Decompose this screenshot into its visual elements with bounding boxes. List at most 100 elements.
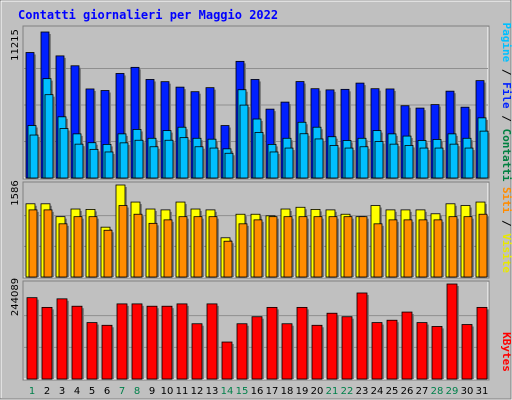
bar-siti bbox=[478, 213, 488, 278]
bar-siti bbox=[208, 216, 218, 278]
legend-middle: Siti / Visite bbox=[500, 187, 512, 273]
bar-pagine bbox=[29, 134, 39, 179]
bar-siti bbox=[28, 209, 38, 278]
legend-siti: Siti bbox=[500, 187, 512, 214]
bar-siti bbox=[448, 216, 458, 278]
bar-siti bbox=[283, 216, 293, 278]
bar-kbytes bbox=[476, 306, 488, 380]
bar-kbytes bbox=[236, 323, 248, 380]
bar-pagine bbox=[164, 139, 174, 179]
x-tick-label: 18 bbox=[281, 386, 294, 397]
x-tick-label: 16 bbox=[251, 386, 264, 397]
bar-siti bbox=[148, 222, 158, 278]
legend-pagine: Pagine bbox=[500, 23, 512, 63]
y-max-label-bottom: 244089 bbox=[10, 278, 21, 316]
bar-siti bbox=[178, 216, 188, 278]
bar-siti bbox=[418, 219, 428, 278]
bar-kbytes bbox=[371, 322, 383, 380]
bar-pagine bbox=[269, 151, 279, 179]
bar-pagine bbox=[449, 143, 459, 179]
bar-kbytes bbox=[176, 303, 188, 380]
x-tick-label: 19 bbox=[296, 386, 309, 397]
bar-kbytes bbox=[41, 306, 53, 380]
bar-pagine bbox=[434, 147, 444, 179]
x-tick-label: 30 bbox=[461, 386, 474, 397]
bar-siti bbox=[193, 216, 203, 278]
bar-kbytes bbox=[401, 311, 413, 380]
x-tick-label: 2 bbox=[44, 386, 50, 397]
x-tick-label: 31 bbox=[476, 386, 489, 397]
bar-siti bbox=[343, 216, 353, 278]
legend-sep-2: / bbox=[500, 109, 512, 129]
bar-pagine bbox=[194, 146, 204, 179]
bar-pagine bbox=[344, 147, 354, 179]
x-tick-label: 23 bbox=[356, 386, 369, 397]
x-tick-label: 28 bbox=[431, 386, 444, 397]
bar-kbytes bbox=[431, 326, 443, 380]
bar-pagine bbox=[254, 132, 264, 179]
bar-kbytes bbox=[461, 324, 473, 380]
bar-kbytes bbox=[341, 316, 353, 380]
bar-pagine bbox=[59, 128, 69, 179]
bar-siti bbox=[328, 216, 338, 278]
bar-pagine bbox=[404, 145, 414, 179]
legend-top: Pagine / File / Contatti bbox=[500, 23, 512, 182]
bar-kbytes bbox=[386, 319, 398, 380]
x-tick-label: 21 bbox=[326, 386, 339, 397]
legend-visite: Visite bbox=[500, 233, 512, 273]
x-tick-label: 9 bbox=[149, 386, 155, 397]
bar-siti bbox=[358, 216, 368, 278]
bar-siti bbox=[373, 223, 383, 278]
bar-kbytes bbox=[281, 323, 293, 380]
x-tick-label: 15 bbox=[236, 386, 249, 397]
x-tick-label: 13 bbox=[206, 386, 219, 397]
bar-siti bbox=[88, 216, 98, 278]
legend-contatti: Contatti bbox=[500, 129, 512, 182]
x-tick-label: 25 bbox=[386, 386, 399, 397]
x-tick-label: 3 bbox=[59, 386, 65, 397]
bar-kbytes bbox=[296, 306, 308, 380]
x-tick-label: 11 bbox=[176, 386, 189, 397]
bar-siti bbox=[298, 216, 308, 278]
x-tick-label: 6 bbox=[104, 386, 110, 397]
bar-kbytes bbox=[86, 322, 98, 380]
x-tick-label: 5 bbox=[89, 386, 95, 397]
bar-pagine bbox=[209, 147, 219, 179]
bar-kbytes bbox=[326, 312, 338, 380]
x-tick-label: 24 bbox=[371, 386, 384, 397]
bar-kbytes bbox=[416, 322, 428, 380]
bar-pagine bbox=[179, 137, 189, 179]
bar-siti bbox=[223, 240, 233, 278]
bar-pagine bbox=[464, 147, 474, 179]
bar-kbytes bbox=[26, 297, 38, 380]
bar-siti bbox=[238, 223, 248, 278]
bar-kbytes bbox=[266, 306, 278, 380]
chart-title: Contatti giornalieri per Maggio 2022 bbox=[18, 8, 278, 22]
bar-pagine bbox=[119, 142, 129, 179]
bar-siti bbox=[133, 213, 143, 278]
bar-pagine bbox=[89, 148, 99, 179]
bar-pagine bbox=[374, 141, 384, 179]
bar-pagine bbox=[479, 130, 489, 179]
bar-pagine bbox=[299, 133, 309, 179]
bar-kbytes bbox=[71, 305, 83, 380]
bar-siti bbox=[268, 216, 278, 278]
bar-kbytes bbox=[311, 324, 323, 380]
bar-siti bbox=[433, 219, 443, 278]
bar-pagine bbox=[44, 94, 54, 179]
bar-kbytes bbox=[356, 292, 368, 380]
bar-kbytes bbox=[131, 303, 143, 380]
x-tick-label: 10 bbox=[161, 386, 174, 397]
x-tick-label: 27 bbox=[416, 386, 429, 397]
y-max-label-top: 11215 bbox=[10, 29, 21, 61]
bar-kbytes bbox=[221, 341, 233, 380]
x-tick-label: 12 bbox=[191, 386, 204, 397]
bar-pagine bbox=[104, 151, 114, 179]
bar-pagine bbox=[239, 104, 249, 179]
bar-kbytes bbox=[101, 324, 113, 380]
bar-siti bbox=[313, 216, 323, 278]
bar-siti bbox=[73, 216, 83, 278]
legend-sep-3: / bbox=[500, 213, 512, 233]
